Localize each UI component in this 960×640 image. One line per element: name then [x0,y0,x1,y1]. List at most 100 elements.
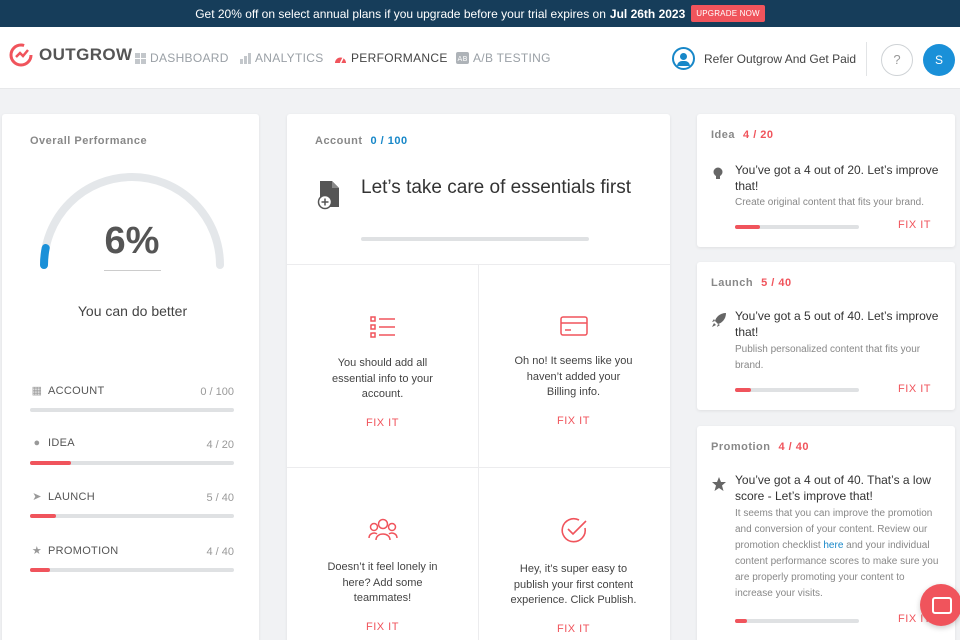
document-add-icon [317,181,339,210]
launch-bar-fill [735,388,751,392]
promotion-bar-fill [735,619,748,623]
idea-title: Idea 4 / 20 [711,129,774,141]
tile-text: Hey, it’s super easy to publish your fir… [510,563,637,606]
perf-row-bar-fill [30,514,56,518]
perf-row-label: ACCOUNT [48,384,105,397]
promo-banner: Get 20% off on select annual plans if yo… [0,0,960,27]
promotion-title: Promotion 4 / 40 [711,441,809,453]
idea-bar [735,225,859,229]
analytics-icon [240,52,251,64]
nav-performance[interactable]: PERFORMANCE [334,51,448,65]
launch-sub: Publish personalized content that fits y… [735,344,921,371]
star-icon: ★ [31,545,43,557]
perf-row-bar [30,568,234,572]
perf-row-bar [30,461,234,465]
nav-ab-testing-label: A/B TESTING [473,51,551,65]
star-icon [712,477,726,491]
launch-heading: You’ve got a 5 out of 40. Let’s improve … [735,309,939,339]
perf-row-label: LAUNCH [48,490,96,503]
idea-heading: You’ve got a 4 out of 20. Let’s improve … [735,163,939,193]
promotion-sub: It seems that you can improve the promot… [735,506,940,602]
promotion-sub-after: and your individual content performance … [735,540,939,599]
promo-date: Jul 26th 2023 [609,6,686,21]
list-icon [369,316,395,338]
fix-it-link[interactable]: FIX IT [366,416,399,429]
outgrow-logo-icon [9,43,33,67]
account-score: 0 / 100 [370,135,408,147]
gauge-percent: 6% [104,220,160,262]
launch-card: Launch 5 / 40 You’ve got a 5 out of 40. L… [697,262,955,410]
overall-performance-title: Overall Performance [30,135,148,147]
nav-dashboard-label: DASHBOARD [150,51,229,65]
lightbulb-icon: ● [33,437,41,449]
outgrow-logo[interactable]: OUTGROW [8,42,132,68]
nav-performance-label: PERFORMANCE [351,51,448,65]
idea-bar-fill [735,225,760,229]
idea-score: 4 / 20 [743,129,774,141]
perf-row-label: PROMOTION [48,544,119,557]
perf-row-promotion: ★ PROMOTION 4 / 40 [30,544,234,572]
promotion-heading: You’ve got a 4 out of 40. That’s a low s… [735,473,931,503]
check-circle-icon [560,517,587,543]
idea-fix-it-link[interactable]: FIX IT [898,219,931,231]
fix-it-link[interactable]: FIX IT [557,622,590,635]
ab-testing-icon: AB [456,52,469,64]
nav-analytics[interactable]: ANALYTICS [240,51,324,65]
perf-row-label: IDEA [48,437,75,449]
rocket-icon: ➤ [32,491,42,503]
promotion-checklist-link[interactable]: here [823,540,844,551]
launch-score: 5 / 40 [761,277,792,289]
perf-row-launch: ➤ LAUNCH 5 / 40 [30,490,234,518]
refer-link[interactable]: Refer Outgrow And Get Paid [672,47,856,70]
tile-text: Oh no! It seems like you haven’t added y… [514,355,633,398]
promotion-bar [735,619,859,623]
perf-row-bar [30,514,234,518]
performance-icon [335,57,346,63]
launch-label: Launch [711,277,754,289]
launch-fix-it-link[interactable]: FIX IT [898,383,931,395]
fix-it-link[interactable]: FIX IT [557,414,590,427]
account-card: Account 0 / 100 Let’s take care of essent… [287,114,670,640]
account-icon: ▦ [31,385,43,397]
help-button[interactable]: ? [881,44,913,76]
account-progress-bar [361,237,589,241]
nav-divider [866,42,867,76]
perf-row-idea: ● IDEA 4 / 20 [30,437,234,465]
account-tile-essential-info: You should add all essential info to you… [287,316,478,429]
nav-dashboard[interactable]: DASHBOARD [135,51,229,65]
user-avatar[interactable]: S [923,44,955,76]
nav-analytics-label: ANALYTICS [255,51,324,65]
account-tile-billing: Oh no! It seems like you haven’t added y… [478,316,669,427]
perf-row-account: ▦ ACCOUNT 0 / 100 [30,384,234,412]
svg-text:AB: AB [458,55,468,63]
grid-divider [478,264,479,640]
account-label: Account [315,135,363,147]
idea-label: Idea [711,129,736,141]
account-tile-publish: Hey, it’s super easy to publish your fir… [478,516,669,635]
chat-launcher-button[interactable] [920,584,960,626]
top-nav: OUTGROW DASHBOARD ANALYTICS PERFORMANCE … [0,27,960,89]
perf-row-score: 4 / 40 [206,546,234,558]
upgrade-now-button[interactable]: UPGRADE NOW [691,5,765,22]
promotion-card: Promotion 4 / 40 You’ve got a 4 out of 40… [697,426,955,640]
launch-title: Launch 5 / 40 [711,277,792,289]
perf-row-bar [30,408,234,412]
promotion-label: Promotion [711,441,771,453]
fix-it-link[interactable]: FIX IT [366,620,399,633]
overall-performance-card: Overall Performance 6% You can do better… [2,114,259,640]
dashboard-icon [135,52,146,64]
gauge-message: You can do better [77,303,188,319]
idea-card: Idea 4 / 20 You’ve got a 4 out of 20. Let… [697,114,955,247]
team-icon [367,518,398,541]
promotion-sub-before: It seems that you can improve the promot… [735,508,933,551]
tile-text: Doesn’t it feel lonely in here? Add some… [327,561,438,604]
idea-sub: Create original content that fits your b… [735,197,924,208]
account-tile-teammates: Doesn’t it feel lonely in here? Add some… [287,516,478,633]
account-title: Account 0 / 100 [315,135,408,147]
promotion-score: 4 / 40 [778,441,810,453]
performance-gauge [40,173,224,269]
launch-bar [735,388,859,392]
perf-row-bar-fill [30,568,51,572]
perf-row-score: 0 / 100 [200,386,234,398]
nav-ab-testing[interactable]: AB A/B TESTING [456,51,551,65]
